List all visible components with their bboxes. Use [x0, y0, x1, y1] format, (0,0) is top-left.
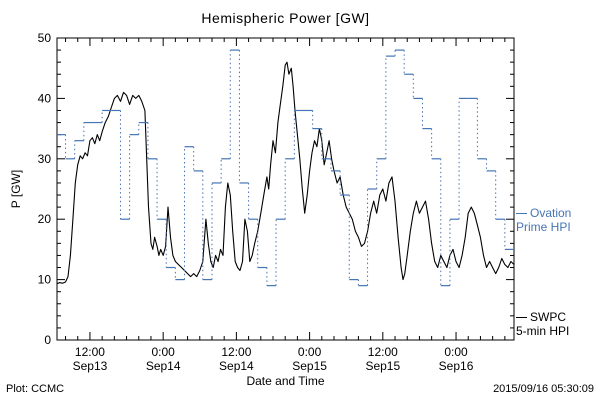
axes: 0102030405012:00Sep130:00Sep1412:00Sep14…	[38, 31, 515, 373]
svg-text:12:00: 12:00	[75, 345, 105, 359]
legend-swpc-text1: SWPC	[530, 310, 566, 324]
svg-text:30: 30	[38, 152, 52, 166]
svg-text:10: 10	[38, 273, 52, 287]
svg-text:0: 0	[44, 333, 51, 347]
swpc-line-marker-icon	[516, 316, 527, 319]
ovation-line-marker-icon	[516, 212, 527, 215]
legend-swpc: SWPC 5-min HPI	[516, 310, 569, 338]
svg-text:Sep15: Sep15	[292, 359, 327, 373]
series-swpc	[56, 61, 515, 285]
series-ovation	[57, 49, 514, 287]
legend-ovation-text2: Prime HPI	[516, 220, 571, 234]
svg-text:50: 50	[38, 31, 52, 45]
svg-text:Sep16: Sep16	[439, 359, 474, 373]
svg-text:40: 40	[38, 91, 52, 105]
svg-text:0:00: 0:00	[444, 345, 468, 359]
x-axis-label: Date and Time	[246, 374, 325, 388]
y-axis-label: P [GW]	[9, 169, 23, 209]
legend-ovation: Ovation Prime HPI	[516, 206, 571, 234]
svg-text:20: 20	[38, 212, 52, 226]
legend-swpc-text2: 5-min HPI	[516, 324, 570, 338]
svg-text:12:00: 12:00	[221, 345, 251, 359]
svg-text:0:00: 0:00	[298, 345, 322, 359]
legend-swpc-line1: SWPC	[516, 310, 569, 324]
svg-text:Sep13: Sep13	[73, 359, 108, 373]
plot-timestamp: 2015/09/16 05:30:09	[493, 383, 594, 395]
svg-text:12:00: 12:00	[368, 345, 398, 359]
chart-title: Hemispheric Power [GW]	[201, 10, 370, 26]
svg-text:0:00: 0:00	[151, 345, 175, 359]
svg-text:Sep14: Sep14	[219, 359, 254, 373]
svg-text:Sep15: Sep15	[365, 359, 400, 373]
legend-ovation-line1: Ovation	[516, 206, 571, 220]
svg-text:Sep14: Sep14	[146, 359, 181, 373]
legend-ovation-text1: Ovation	[530, 206, 572, 220]
plot-source: Plot: CCMC	[6, 383, 65, 395]
